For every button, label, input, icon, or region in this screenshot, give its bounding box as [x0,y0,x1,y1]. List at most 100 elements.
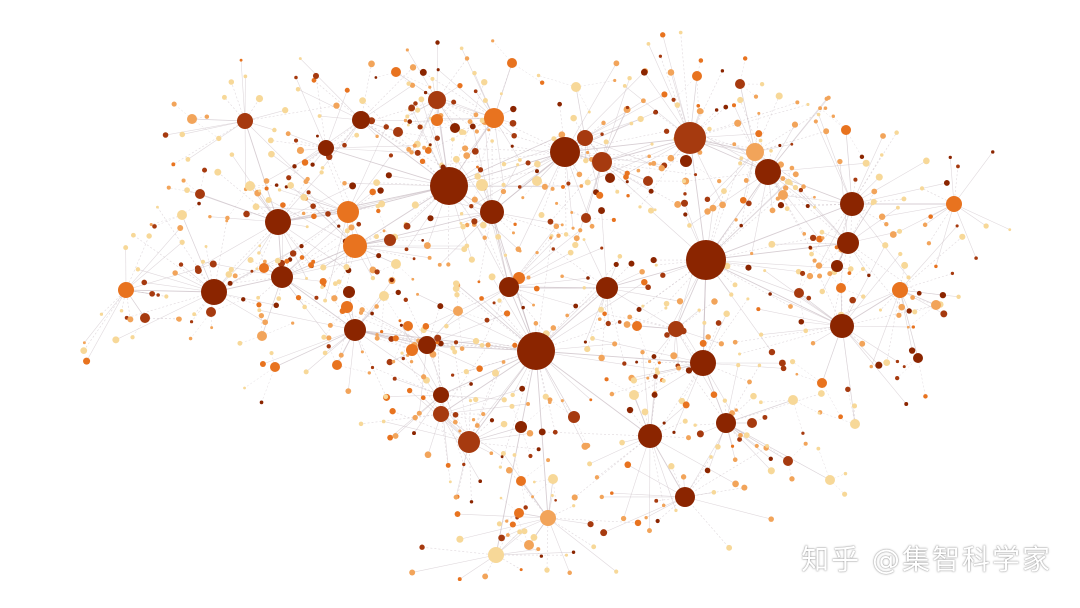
leaf-node [661,378,666,383]
leaf-node [819,288,826,295]
leaf-node [119,309,124,313]
graph-edge [511,62,543,83]
leaf-node [571,494,578,501]
leaf-node [171,101,177,107]
leaf-node [721,188,727,194]
leaf-node [375,134,379,139]
leaf-node [406,123,410,127]
leaf-node [501,397,507,403]
graph-edge [115,291,215,341]
leaf-node [320,285,324,290]
secondary-node [393,127,403,137]
leaf-node [550,325,557,331]
leaf-node [798,318,805,325]
leaf-node [586,276,590,280]
graph-edge [261,366,276,403]
leaf-node [898,303,906,311]
graph-edge [751,171,769,254]
graph-edge [426,344,480,369]
leaf-node [849,296,856,304]
graph-edge [535,321,620,352]
graph-edge [601,161,656,211]
leaf-node [661,91,668,98]
hub-node [433,387,449,403]
leaf-node [452,285,460,292]
leaf-node [300,193,308,201]
leaf-node [202,167,208,173]
graph-edge [347,126,387,213]
leaf-node [333,102,340,109]
secondary-node [516,476,526,486]
graph-edge [361,309,428,346]
leaf-node [401,356,405,361]
leaf-node [389,408,396,415]
leaf-node [445,462,451,468]
graph-edge [821,382,841,417]
graph-edge [725,422,831,481]
leaf-node [583,157,589,164]
leaf-node [267,137,274,144]
graph-edge [782,194,815,198]
leaf-node [928,214,933,219]
graph-edge [491,211,577,239]
leaf-node [406,146,412,152]
leaf-node [383,394,389,400]
leaf-node [815,262,823,269]
graph-edge [362,100,450,187]
graph-edge [735,325,843,343]
leaf-node [567,249,574,256]
leaf-node [521,305,525,310]
leaf-node [726,544,733,551]
hub-node [484,108,504,128]
leaf-node [737,96,744,104]
leaf-node [584,442,591,449]
leaf-node [135,267,141,272]
leaf-node [651,391,658,398]
leaf-node [503,310,511,317]
graph-edge [125,289,215,293]
leaf-node [653,110,658,115]
leaf-node [556,233,561,238]
leaf-node [867,273,871,278]
graph-edge [454,351,470,443]
graph-edge [354,329,427,381]
leaf-node [705,334,711,340]
leaf-node [289,250,297,257]
leaf-node [623,174,629,180]
graph-edge [401,325,442,396]
leaf-node [509,521,516,528]
leaf-node [777,202,785,209]
secondary-node [245,181,255,191]
leaf-node [403,297,408,303]
hub-node [430,167,468,205]
leaf-node [896,312,902,318]
leaf-node [671,97,676,102]
graph-edge [197,221,279,269]
leaf-node [391,359,396,364]
graph-edge [660,56,691,139]
leaf-node [259,361,266,367]
graph-edge [266,147,327,182]
graph-edge [606,287,681,302]
graph-edge [547,517,639,524]
leaf-node [739,223,743,228]
leaf-node [680,474,687,480]
graph-edge [270,140,327,149]
leaf-node [674,102,681,108]
graph-edge [383,421,470,443]
graph-edge [832,242,849,323]
graph-edge [623,435,651,519]
leaf-node [613,60,620,67]
graph-edge [354,245,465,250]
leaf-node [916,290,922,296]
graph-edge [899,225,958,291]
leaf-node [512,342,518,348]
leaf-node [753,94,759,99]
graph-edge [440,394,505,401]
leaf-node [152,224,157,229]
leaf-node [698,108,704,114]
graph-edge [210,299,244,313]
graph-edge [535,350,657,370]
leaf-node [784,179,791,185]
leaf-node [598,354,605,362]
